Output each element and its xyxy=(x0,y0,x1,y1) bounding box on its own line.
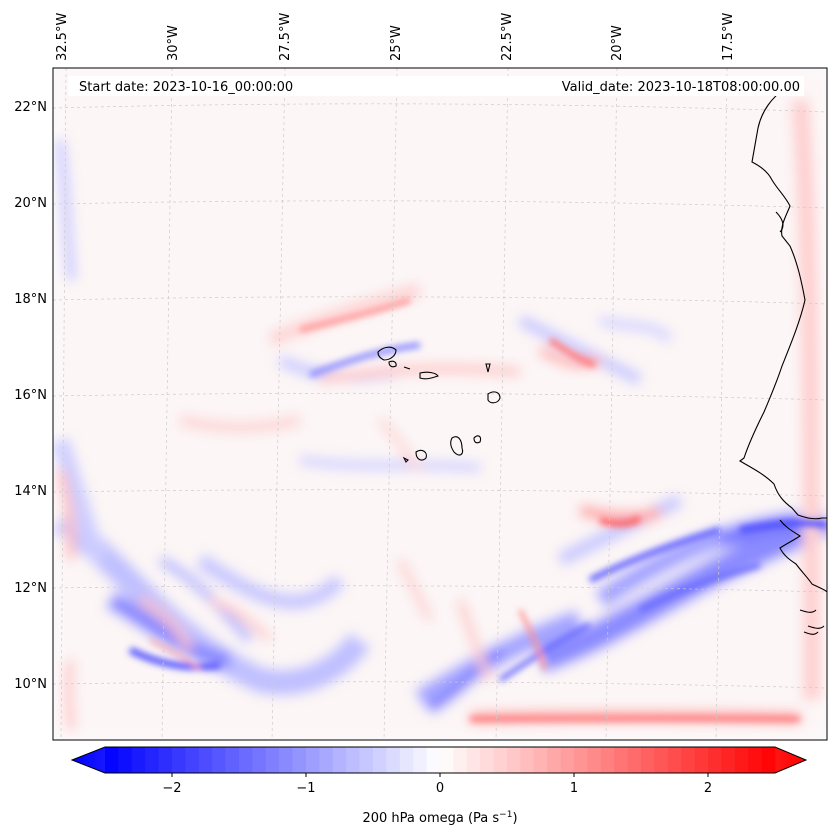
colorbar-step xyxy=(198,747,213,773)
colorbar-step xyxy=(708,747,722,773)
colorbar-step xyxy=(172,747,186,773)
colorbar-step xyxy=(667,747,682,773)
lat-label-22n: 22°N xyxy=(14,100,47,115)
colorbar-step xyxy=(761,747,776,773)
latitude-labels: 22°N 20°N 18°N 16°N 14°N 12°N 10°N xyxy=(14,100,47,692)
colorbar-step xyxy=(748,747,762,773)
colorbar-title: 200 hPa omega (Pa s−1) xyxy=(362,810,517,826)
lat-label-12n: 12°N xyxy=(14,581,47,596)
lon-label-25w: 25°W xyxy=(389,25,404,61)
island-sao-nicolau xyxy=(419,371,439,380)
senegal-gambia-coast xyxy=(779,519,827,593)
colorbar-ticklabel-minus2: −2 xyxy=(162,781,181,796)
coastlines xyxy=(739,87,827,635)
colorbar-step xyxy=(292,747,307,773)
cape-verde-islands xyxy=(377,346,501,463)
colorbar-step xyxy=(426,747,441,773)
colorbar-step xyxy=(681,747,695,773)
colorbar-step xyxy=(587,747,602,773)
lon-label-32-5w: 32.5°W xyxy=(55,13,70,61)
colorbar-step xyxy=(131,747,146,773)
colorbar-step xyxy=(212,747,226,773)
map-panel: Start date: 2023-10-16_00:00:00 Valid_da… xyxy=(52,67,828,741)
colorbar-step xyxy=(480,747,494,773)
island-boa-vista xyxy=(487,391,501,404)
graticule xyxy=(53,68,827,740)
lon-label-17-5w: 17.5°W xyxy=(721,13,736,61)
lon-label-22-5w: 22.5°W xyxy=(500,13,515,61)
africa-coastline xyxy=(739,87,827,520)
colorbar-step xyxy=(560,747,575,773)
colorbar-ticks xyxy=(171,773,709,777)
colorbar-step xyxy=(346,747,360,773)
island-santiago xyxy=(450,436,464,456)
lat-label-20n: 20°N xyxy=(14,196,47,211)
start-date-label: Start date: 2023-10-16_00:00:00 xyxy=(79,80,293,95)
colorbar-step xyxy=(158,747,173,773)
colorbar-step xyxy=(185,747,200,773)
colorbar-step xyxy=(493,747,508,773)
lat-label-10n: 10°N xyxy=(14,677,47,692)
colorbar-step xyxy=(252,747,267,773)
colorbar-step xyxy=(332,747,347,773)
colorbar-step xyxy=(614,747,628,773)
colorbar-step xyxy=(359,747,374,773)
colorbar-step xyxy=(265,747,280,773)
colorbar-step xyxy=(279,747,293,773)
colorbar-ticklabel-2: 2 xyxy=(704,781,712,796)
island-small-islet xyxy=(403,366,411,370)
colorbar-step xyxy=(118,747,133,773)
colorbar-step xyxy=(386,747,401,773)
island-maio xyxy=(473,435,482,444)
colorbar-step xyxy=(145,747,159,773)
colorbar-step xyxy=(225,747,240,773)
colorbar-step xyxy=(440,747,454,773)
guinea-bissau-islands xyxy=(799,609,825,635)
colorbar: −2 −1 0 1 2 200 hPa omega (Pa s−1) xyxy=(70,746,808,826)
island-brava xyxy=(402,456,409,463)
island-fogo xyxy=(415,449,427,461)
colorbar-step xyxy=(734,747,749,773)
colorbar-step xyxy=(413,747,427,773)
valid-date-label: Valid_date: 2023-10-18T08:00:00.00 xyxy=(562,80,800,95)
colorbar-step xyxy=(654,747,669,773)
info-strip xyxy=(68,76,804,96)
colorbar-step xyxy=(306,747,320,773)
colorbar-ticklabel-minus1: −1 xyxy=(296,781,315,796)
island-santo-antao xyxy=(377,346,397,361)
lat-label-16n: 16°N xyxy=(14,388,47,403)
colorbar-step xyxy=(721,747,736,773)
map-frame xyxy=(52,67,828,741)
colorbar-step xyxy=(600,747,615,773)
colorbar-step xyxy=(319,747,334,773)
longitude-labels: 32.5°W 30°W 27.5°W 25°W 22.5°W 20°W 17.5… xyxy=(55,13,736,61)
island-sal xyxy=(485,363,491,373)
colorbar-step xyxy=(373,747,387,773)
colorbar-step xyxy=(507,747,521,773)
colorbar-steps xyxy=(105,747,776,773)
colorbar-step xyxy=(574,747,588,773)
colorbar-step xyxy=(239,747,253,773)
lon-label-27-5w: 27.5°W xyxy=(278,13,293,61)
colorbar-step xyxy=(694,747,709,773)
colorbar-step xyxy=(466,747,481,773)
colorbar-step xyxy=(399,747,414,773)
colorbar-step xyxy=(547,747,561,773)
island-sao-vicente xyxy=(388,360,397,368)
lon-label-30w: 30°W xyxy=(166,25,181,61)
colorbar-step xyxy=(533,747,548,773)
colorbar-step xyxy=(453,747,468,773)
colorbar-step xyxy=(627,747,642,773)
colorbar-ticklabel-0: 0 xyxy=(436,781,444,796)
colorbar-ticklabel-1: 1 xyxy=(570,781,578,796)
colorbar-step xyxy=(641,747,655,773)
lat-label-14n: 14°N xyxy=(14,484,47,499)
lat-label-18n: 18°N xyxy=(14,292,47,307)
coastline-north-inlet xyxy=(775,211,784,233)
colorbar-step xyxy=(520,747,535,773)
omega-field xyxy=(53,68,827,740)
lon-label-20w: 20°W xyxy=(610,25,625,61)
colorbar-step xyxy=(105,747,119,773)
